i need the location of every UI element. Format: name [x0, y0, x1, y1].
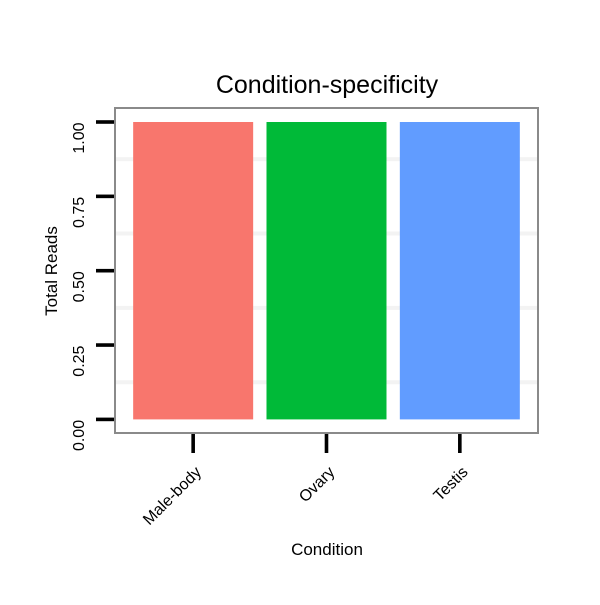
bar-male-body [133, 122, 254, 420]
y-tick-mark [96, 417, 114, 422]
y-tick-label: 0.50 [71, 271, 88, 302]
x-tick-label: Ovary [296, 464, 338, 506]
y-tick-mark [96, 268, 114, 273]
x-tick-mark [191, 434, 195, 453]
tick-mark-layer [96, 120, 462, 453]
y-tick-label: 0.00 [71, 420, 88, 451]
x-tick-mark [324, 434, 329, 453]
chart-title: Condition-specificity [216, 71, 439, 99]
y-tick-mark [96, 194, 114, 199]
x-tick-label: Male-body [140, 464, 205, 529]
bar-ovary [266, 122, 387, 420]
y-tick-label: 0.25 [71, 345, 88, 376]
y-tick-label: 0.75 [71, 197, 88, 228]
x-tick-label: Testis [431, 464, 472, 505]
y-tick-label: 1.00 [71, 122, 88, 153]
x-tick-mark [458, 434, 462, 453]
y-tick-mark [96, 343, 114, 347]
bar-layer [133, 122, 520, 420]
bar-testis [399, 122, 520, 420]
panel-border [114, 107, 539, 434]
y-axis-title: Total Reads [42, 226, 61, 316]
x-axis-title: Condition [291, 540, 363, 559]
y-tick-mark [96, 120, 114, 124]
